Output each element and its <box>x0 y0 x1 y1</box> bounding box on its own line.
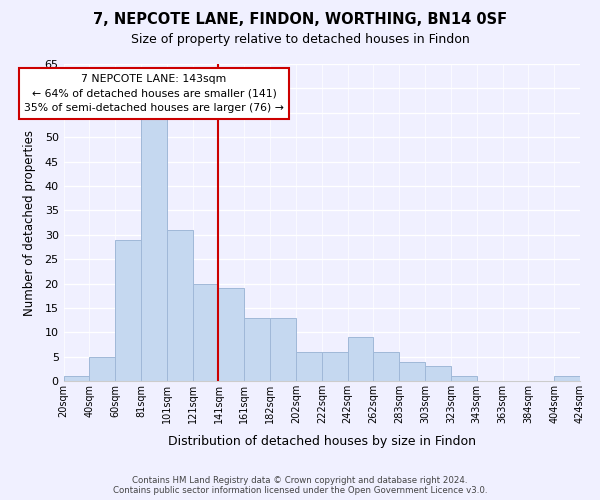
Bar <box>451 376 477 381</box>
Bar <box>244 318 270 381</box>
Bar <box>115 240 141 381</box>
Bar <box>425 366 451 381</box>
Bar <box>218 288 244 381</box>
Y-axis label: Number of detached properties: Number of detached properties <box>23 130 36 316</box>
Bar <box>322 352 347 381</box>
Bar <box>64 376 89 381</box>
Bar <box>373 352 399 381</box>
Bar <box>347 337 373 381</box>
Bar <box>193 284 218 381</box>
Bar <box>89 356 115 381</box>
Bar <box>296 352 322 381</box>
Bar <box>141 118 167 381</box>
Text: Size of property relative to detached houses in Findon: Size of property relative to detached ho… <box>131 32 469 46</box>
Text: 7, NEPCOTE LANE, FINDON, WORTHING, BN14 0SF: 7, NEPCOTE LANE, FINDON, WORTHING, BN14 … <box>93 12 507 28</box>
Bar <box>270 318 296 381</box>
Bar <box>167 230 193 381</box>
Text: 7 NEPCOTE LANE: 143sqm
← 64% of detached houses are smaller (141)
35% of semi-de: 7 NEPCOTE LANE: 143sqm ← 64% of detached… <box>24 74 284 114</box>
Text: Contains HM Land Registry data © Crown copyright and database right 2024.: Contains HM Land Registry data © Crown c… <box>132 476 468 485</box>
Bar <box>399 362 425 381</box>
Text: Contains public sector information licensed under the Open Government Licence v3: Contains public sector information licen… <box>113 486 487 495</box>
X-axis label: Distribution of detached houses by size in Findon: Distribution of detached houses by size … <box>168 434 476 448</box>
Bar <box>554 376 580 381</box>
